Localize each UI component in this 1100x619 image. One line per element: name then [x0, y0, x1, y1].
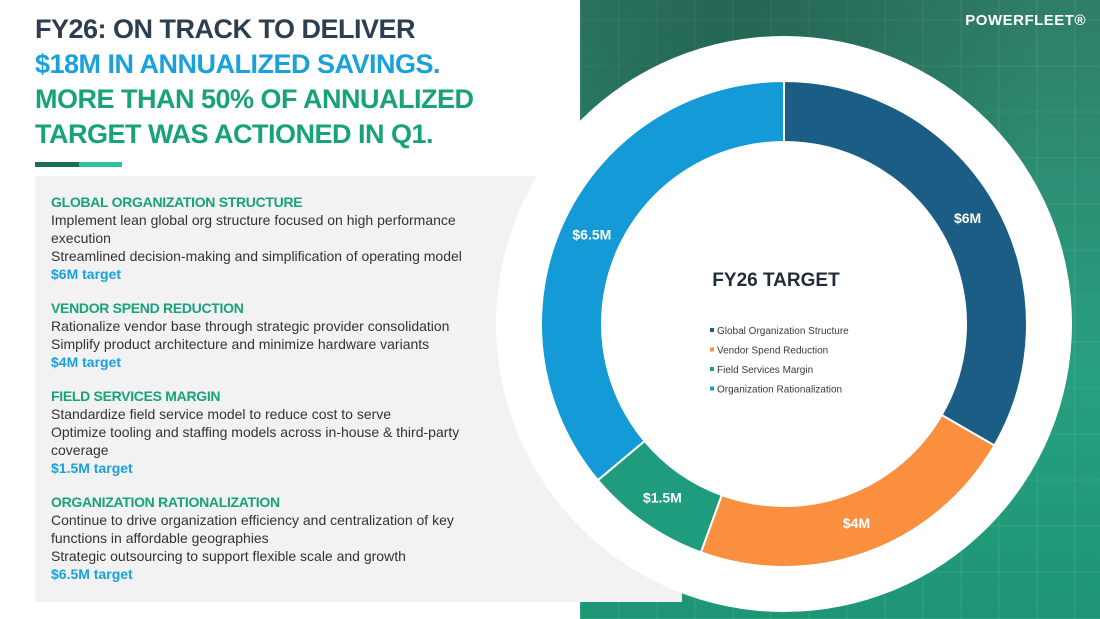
- title-line-3: MORE THAN 50% OF ANNUALIZED: [35, 84, 474, 114]
- donut-chart-svg: $6M $4M $1.5M $6.5M FY26 TARGET Global Orga…: [496, 36, 1072, 612]
- section-field-services: FIELD SERVICES MARGIN Standardize field …: [51, 388, 501, 477]
- legend-swatch: [710, 367, 714, 371]
- legend-entry: Field Services Margin: [717, 365, 813, 376]
- legend-swatch: [710, 328, 714, 332]
- section-vendor-spend: VENDOR SPEND REDUCTION Rationalize vendo…: [51, 300, 501, 371]
- legend-swatch: [710, 347, 714, 352]
- section-title: ORGANIZATION RATIONALIZATION: [51, 494, 280, 510]
- section-line: Optimize tooling and staffing models acr…: [51, 424, 460, 458]
- donut-slice: [783, 79, 1028, 447]
- donut-data-label: $6M: [954, 210, 981, 226]
- powerfleet-logo: POWERFLEET®: [965, 12, 1086, 29]
- donut-chart: $6M $4M $1.5M $6.5M FY26 TARGET Global Orga…: [490, 30, 1078, 618]
- chart-title: FY26 TARGET: [712, 270, 840, 291]
- page-title: FY26: ON TRACK TO DELIVER $18M IN ANNUAL…: [35, 12, 505, 152]
- title-line-2: $18M IN ANNUALIZED SAVINGS.: [35, 49, 441, 79]
- donut-slice: [540, 79, 785, 482]
- donut-data-label: $1.5M: [643, 490, 682, 506]
- accent-divider: [35, 162, 122, 167]
- section-title: GLOBAL ORGANIZATION STRUCTURE: [51, 194, 303, 210]
- legend-swatch: [710, 386, 714, 391]
- donut-data-label: $4M: [843, 515, 870, 531]
- section-line: Simplify product architecture and minimi…: [51, 336, 430, 352]
- section-organization-rationalization: ORGANIZATION RATIONALIZATION Continue to…: [51, 494, 501, 583]
- section-target: $6M target: [51, 266, 122, 282]
- savings-sections: GLOBAL ORGANIZATION STRUCTURE Implement …: [51, 194, 501, 600]
- section-title: FIELD SERVICES MARGIN: [51, 388, 221, 404]
- section-line: Strategic outsourcing to support flexibl…: [51, 548, 406, 564]
- section-line: Continue to drive organization efficienc…: [51, 512, 454, 546]
- section-global-organization: GLOBAL ORGANIZATION STRUCTURE Implement …: [51, 194, 501, 283]
- legend-entry: Vendor Spend Reduction: [717, 346, 828, 357]
- section-line: Rationalize vendor base through strategi…: [51, 318, 450, 334]
- legend-entry: Organization Rationalization: [717, 385, 842, 396]
- section-target: $6.5M target: [51, 566, 133, 582]
- title-line-1: FY26: ON TRACK TO DELIVER: [35, 14, 416, 44]
- section-line: Streamlined decision-making and simplifi…: [51, 248, 462, 264]
- section-target: $4M target: [51, 354, 122, 370]
- section-target: $1.5M target: [51, 460, 133, 476]
- title-line-4: TARGET WAS ACTIONED IN Q1.: [35, 119, 434, 149]
- legend-entry: Global Organization Structure: [717, 326, 849, 337]
- donut-data-label: $6.5M: [572, 226, 611, 242]
- section-title: VENDOR SPEND REDUCTION: [51, 300, 244, 316]
- section-line: Implement lean global org structure focu…: [51, 212, 456, 246]
- section-line: Standardize field service model to reduc…: [51, 406, 392, 422]
